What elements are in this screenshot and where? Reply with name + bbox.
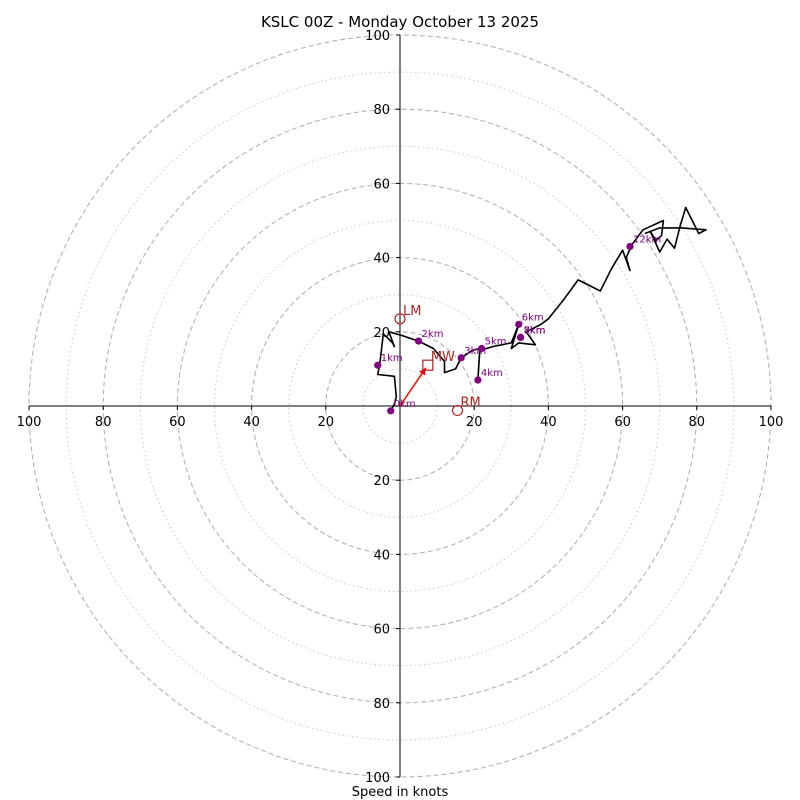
height-label-7km: 7km [524, 325, 546, 336]
height-marker-4km [474, 376, 482, 384]
x-tick-label: 60 [614, 415, 631, 430]
height-marker-0km [387, 407, 395, 415]
storm-marker-rm [451, 404, 464, 417]
height-label-5km: 5km [485, 336, 507, 347]
x-tick-label: 40 [243, 415, 260, 430]
storm-label-lm: LM [403, 304, 421, 319]
height-label-3km: 3km [464, 346, 486, 357]
storm-label-rm: RM [461, 395, 481, 410]
chart-title: KSLC 00Z - Monday October 13 2025 [261, 13, 539, 31]
height-label-4km: 4km [481, 368, 503, 379]
storm-marker-mw [422, 359, 434, 371]
x-tick-label: 60 [169, 415, 186, 430]
height-marker-12km [626, 242, 634, 251]
height-label-8km: 8km [524, 325, 546, 336]
height-label-6km: 6km [522, 312, 544, 323]
x-tick-label: 20 [318, 415, 335, 430]
x-tick-label: 40 [540, 415, 557, 430]
x-tick-label: 20 [466, 415, 483, 430]
tick-labels: 100 80 60 40 20 20 40 60 80 100100806040202040608… [17, 29, 784, 786]
y-tick-label: 100 [365, 29, 390, 44]
x-tick-label: 80 [95, 415, 112, 430]
y-tick-label: 80 [373, 103, 390, 118]
height-label-2km: 2km [422, 329, 444, 340]
storm-label-mw: MW [431, 350, 455, 365]
height-marker-3km [457, 354, 465, 362]
height-marker-1km [374, 361, 382, 369]
y-tick-label: 60 [373, 177, 390, 192]
y-tick-label: 100 [365, 771, 390, 786]
y-tick-label: 60 [373, 623, 390, 638]
height-marker-2km [414, 337, 423, 345]
height-marker-8km [516, 333, 525, 341]
x-tick-label: 100 [17, 415, 42, 430]
height-label-0km: 0km [394, 399, 416, 410]
storm-motion-group: LM MW RM [394, 304, 481, 417]
height-label-12km: 12km [633, 234, 661, 245]
x-tick-label: 100 [759, 415, 784, 430]
height-marker-5km [478, 344, 486, 353]
storm-marker-lm [394, 313, 406, 325]
y-tick-label: 40 [373, 252, 390, 267]
height-label-1km: 1km [381, 353, 403, 364]
hodograph-trace [376, 206, 707, 412]
y-tick-label: 40 [373, 548, 390, 563]
mean-wind-arrow-shaft [399, 367, 427, 407]
hodograph-trace-group [376, 206, 707, 412]
x-tick-label: 80 [689, 415, 706, 430]
y-tick-label: 80 [373, 697, 390, 712]
height-marker-6km [515, 320, 523, 328]
x-axis-label: Speed in knots [352, 785, 449, 800]
y-tick-label: 20 [373, 474, 390, 489]
